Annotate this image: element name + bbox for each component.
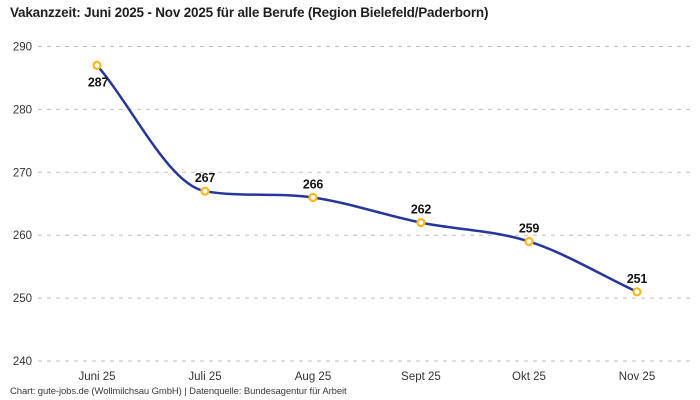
x-axis-tick-label: Juni 25 (78, 371, 115, 383)
data-point-value-label: 267 (195, 171, 216, 185)
data-point-value-label: 266 (303, 177, 324, 191)
data-point-marker (632, 287, 642, 297)
y-axis-tick-label: 260 (13, 230, 32, 242)
y-axis-tick-label: 280 (13, 104, 32, 116)
data-point-value-label: 251 (627, 272, 648, 286)
x-axis-tick-label: Nov 25 (619, 371, 655, 383)
data-point-marker (524, 236, 534, 247)
y-axis-tick-label: 270 (13, 167, 32, 179)
data-point-marker (200, 186, 210, 196)
chart-title: Vakanzzeit: Juni 2025 - Nov 2025 für all… (10, 5, 489, 20)
data-point-marker (416, 218, 426, 228)
x-axis-tick-label: Aug 25 (295, 371, 331, 383)
data-point-value-label: 262 (411, 203, 432, 217)
x-axis-tick-label: Sept 25 (401, 371, 441, 383)
y-axis-tick-label: 240 (13, 356, 32, 368)
data-point-value-label: 287 (88, 75, 109, 89)
data-line (95, 64, 639, 294)
x-axis-tick-label: Juli 25 (188, 371, 221, 383)
data-point-value-label: 259 (519, 221, 540, 235)
x-axis-tick-label: Okt 25 (512, 371, 546, 383)
chart-source-attribution: Chart: gute-jobs.de (Wollmilchsau GmbH) … (10, 386, 347, 397)
y-axis-tick-label: 290 (13, 42, 32, 54)
y-axis-tick-label: 250 (13, 293, 32, 305)
data-point-marker (308, 192, 318, 203)
data-point-marker (92, 60, 102, 70)
